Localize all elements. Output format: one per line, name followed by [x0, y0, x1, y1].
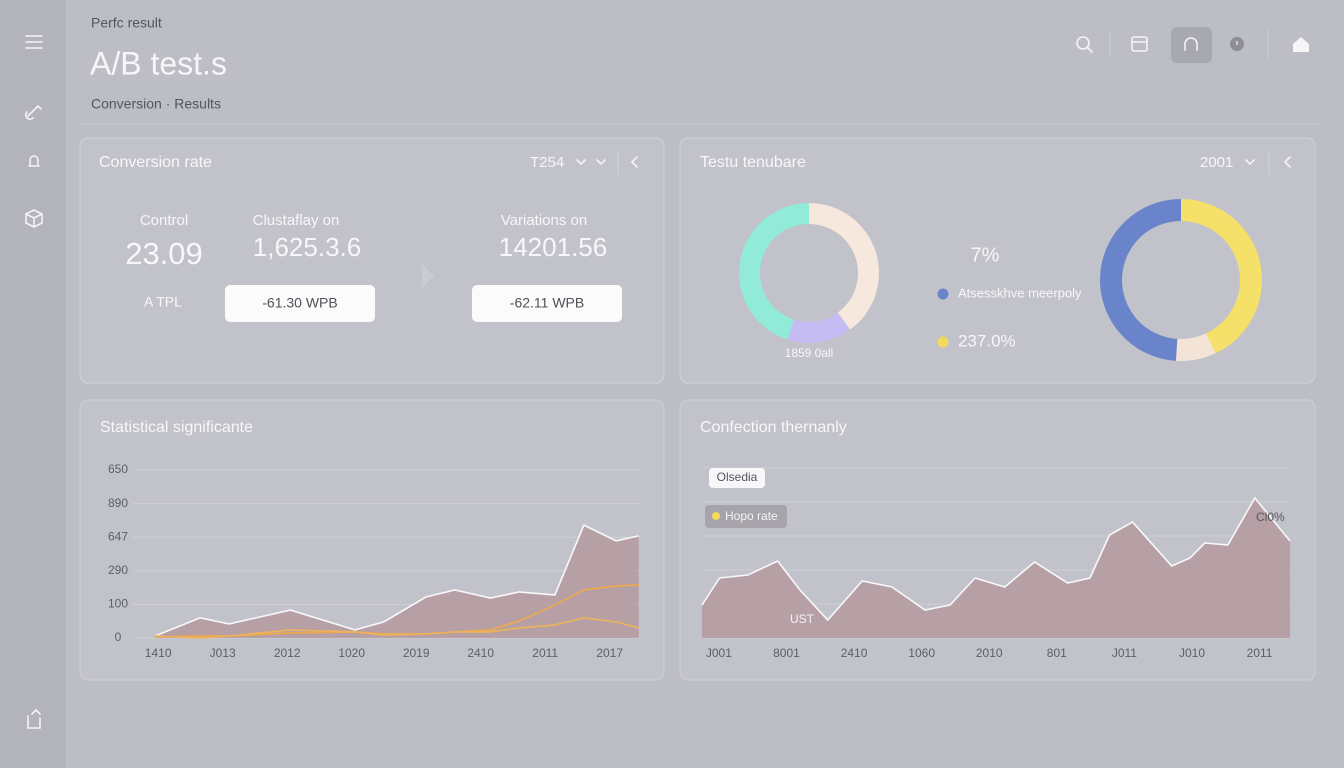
annotation-chip	[709, 468, 765, 488]
donut-segment	[809, 203, 880, 330]
donut-segment	[787, 312, 851, 343]
summary: 7%	[971, 244, 1000, 266]
x-tick-label: 2010	[976, 646, 1003, 660]
panel-title: Conversion rate	[99, 154, 212, 171]
panel-title: Confection thernanly	[700, 419, 847, 436]
y-tick-label: 100	[108, 597, 128, 611]
eyebrow: Perfc result	[91, 15, 162, 31]
y-tick-label: 650	[108, 462, 128, 476]
x-tick-label: 2410	[841, 646, 868, 660]
panel-title: Testu tenubare	[700, 154, 806, 171]
y-tick-label: 290	[108, 563, 128, 577]
selector-chevrons[interactable]	[576, 156, 638, 168]
menu-icon[interactable]	[25, 35, 43, 49]
sidebar	[0, 0, 66, 768]
donut-segment	[1099, 199, 1181, 361]
annotation: Olsedia	[717, 470, 758, 484]
stat-value: 1,625.3.6	[253, 232, 361, 262]
legend-chip	[705, 505, 787, 528]
x-tick-label: J010	[1179, 646, 1205, 660]
nav-icon[interactable]	[28, 155, 40, 167]
stat-button[interactable]	[472, 285, 622, 322]
subtitle: Conversion · Results	[91, 96, 221, 112]
selector-chevrons[interactable]	[1245, 156, 1291, 168]
nav-icon[interactable]	[24, 105, 42, 121]
donut-caption: 1859 0all	[785, 346, 834, 360]
stat-note: A TPL	[144, 294, 182, 310]
legend-dot	[937, 288, 949, 300]
x-tick-label: 2410	[467, 646, 494, 660]
stat-label: Variations on	[501, 212, 587, 229]
stat-label: Control	[140, 212, 188, 229]
arrow	[422, 264, 434, 288]
x-tick-label: 2019	[403, 646, 430, 660]
x-tick-label: 2011	[532, 646, 558, 660]
legend-label: Atsesskhve meerpoly	[958, 285, 1082, 300]
stat-value: 23.09	[125, 236, 203, 271]
area-outline	[154, 524, 639, 637]
selector[interactable]: 2001	[1200, 154, 1233, 171]
x-tick-label: 2017	[596, 646, 623, 660]
nav-icon[interactable]	[27, 708, 41, 729]
stat-button-label[interactable]: -62.11 WPB	[510, 295, 584, 311]
x-tick-label: J011	[1112, 646, 1137, 660]
stat-button-label[interactable]: -61.30 WPB	[262, 295, 337, 311]
y-tick-label: 0	[115, 630, 122, 644]
annotation: UST	[790, 612, 815, 626]
area	[154, 525, 639, 638]
y-tick-label: 647	[108, 529, 128, 543]
legend-label: 237.0%	[958, 331, 1016, 350]
x-tick-label: 8001	[773, 646, 800, 660]
stat-button[interactable]	[225, 285, 375, 322]
page-title: A/B test.s	[90, 45, 227, 81]
x-tick-label: 2011	[1247, 646, 1273, 660]
selector[interactable]: T254	[530, 154, 564, 171]
donut-segment	[739, 203, 809, 340]
donut-segment	[1175, 333, 1216, 362]
area-outline	[701, 496, 1291, 622]
donut-segment	[1181, 199, 1262, 354]
line	[154, 617, 639, 639]
y-tick-label: 890	[108, 496, 128, 510]
x-tick-label: 801	[1047, 646, 1067, 660]
info-button[interactable]	[1230, 37, 1244, 51]
x-tick-label: J001	[706, 646, 732, 660]
search-button[interactable]	[1076, 36, 1093, 53]
legend-dot	[937, 336, 949, 348]
legend-dot	[712, 512, 720, 520]
panel-title: Statistical significante	[100, 419, 253, 436]
stat-value: 14201.56	[499, 232, 607, 262]
x-tick-label: 2012	[274, 646, 301, 660]
x-tick-label: 1060	[908, 646, 935, 660]
x-tick-label: J013	[210, 646, 236, 660]
area	[702, 498, 1290, 638]
annotation: Cl0%	[1256, 510, 1285, 524]
home-button[interactable]	[1293, 37, 1309, 52]
nav-icon[interactable]	[25, 209, 43, 228]
x-tick-label: 1410	[145, 646, 172, 660]
stat-label: Clustaflay on	[253, 212, 340, 229]
calendar-button[interactable]	[1131, 36, 1148, 52]
active-button[interactable]	[1171, 27, 1212, 63]
x-tick-label: 1020	[338, 646, 365, 660]
legend-label: Hopo rate	[725, 509, 778, 523]
